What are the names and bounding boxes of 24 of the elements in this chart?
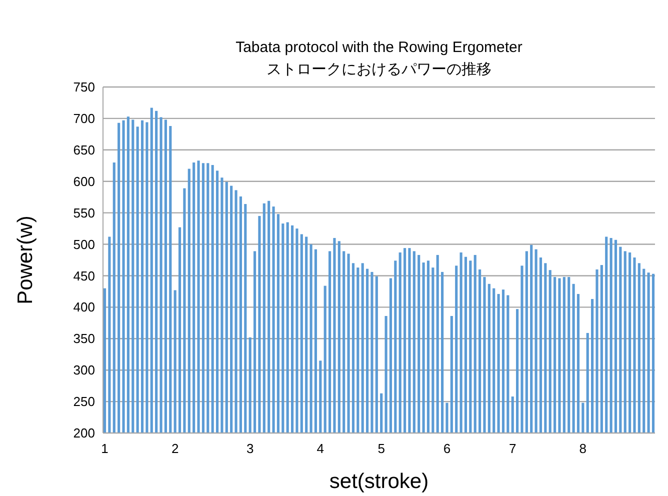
y-tick-label: 450 — [73, 268, 95, 284]
y-tick-label: 550 — [73, 205, 95, 220]
y-tick-label: 250 — [73, 394, 95, 410]
x-axis-title: set(stroke) — [329, 470, 429, 493]
y-tick-label: 650 — [73, 142, 95, 158]
y-tick-label: 200 — [73, 426, 95, 441]
y-axis-title: Power(w) — [14, 216, 37, 304]
y-tick-label: 600 — [73, 174, 95, 189]
x-tick-label: 7 — [508, 441, 516, 456]
x-tick-label: 8 — [579, 441, 587, 456]
chart-subtitle: ストロークにおけるパワーの推移 — [266, 61, 492, 78]
y-tick-label: 300 — [73, 362, 95, 378]
y-tick-label: 750 — [73, 80, 95, 95]
chart-title: Tabata protocol with the Rowing Ergometer — [236, 39, 522, 56]
x-tick-label: 5 — [378, 441, 385, 456]
x-tick-label: 3 — [246, 441, 254, 456]
x-tick-label: 2 — [171, 441, 179, 456]
y-tick-label: 350 — [73, 331, 95, 346]
y-tick-label: 700 — [73, 111, 95, 126]
x-tick-label: 6 — [443, 441, 451, 456]
y-tick-label: 400 — [73, 300, 95, 315]
x-tick-label: 4 — [316, 441, 324, 456]
x-tick-label: 1 — [101, 441, 108, 456]
y-tick-label: 500 — [73, 236, 95, 252]
